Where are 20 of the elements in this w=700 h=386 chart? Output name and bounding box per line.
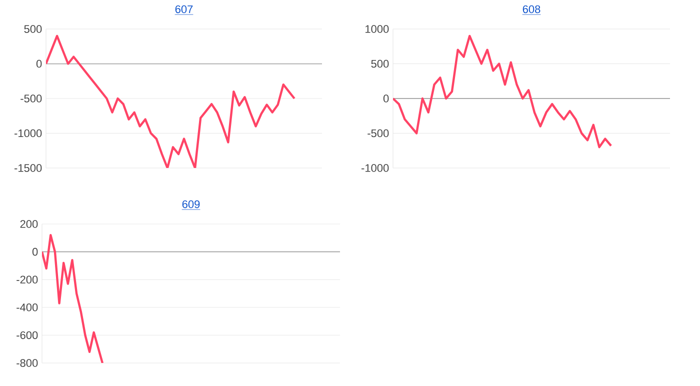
y-tick-label: -600 — [16, 331, 38, 340]
chart-title: 607 — [175, 5, 193, 14]
y-tick-label: 0 — [32, 248, 38, 256]
y-tick-label: -1000 — [361, 164, 389, 172]
y-tick-label: -400 — [16, 304, 38, 312]
y-tick-label: 500 — [371, 60, 389, 68]
chart-title: 608 — [522, 5, 540, 14]
y-tick-label: -1000 — [14, 129, 42, 138]
y-tick-label: 0 — [36, 60, 42, 68]
chart-title: 609 — [182, 200, 200, 208]
y-tick-label: -500 — [20, 94, 42, 102]
y-tick-label: 1000 — [366, 25, 389, 33]
line-series — [42, 234, 104, 363]
y-tick-label: 200 — [20, 220, 38, 228]
y-tick-label: -1500 — [14, 164, 42, 172]
y-tick-label: -200 — [16, 276, 38, 284]
y-tick-label: -800 — [16, 359, 38, 367]
y-tick-label: 500 — [24, 25, 42, 33]
y-tick-label: -500 — [368, 129, 389, 138]
y-tick-label: 0 — [383, 94, 389, 102]
